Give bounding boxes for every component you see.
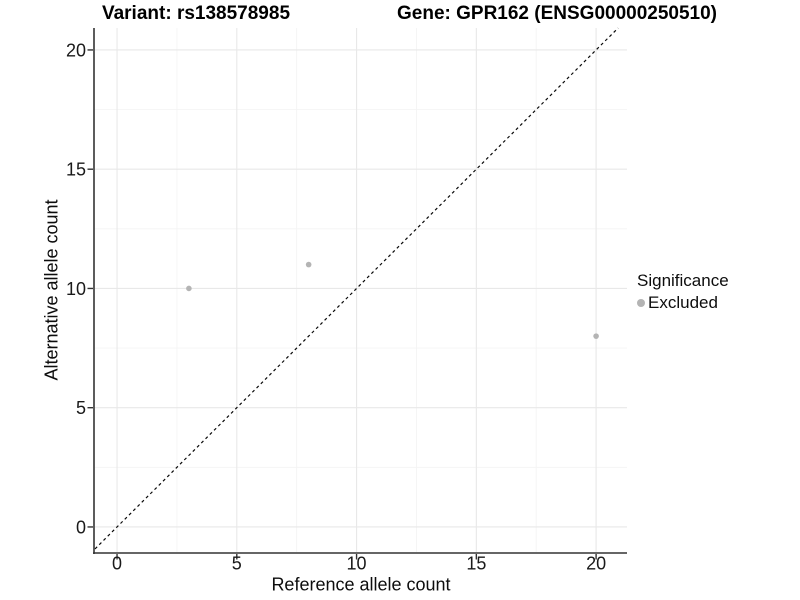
x-tick-label: 15	[466, 554, 486, 574]
plot-title-gene: Gene: GPR162 (ENSG00000250510)	[396, 3, 718, 24]
plot-title-variant: Variant: rs138578985	[101, 3, 291, 24]
data-point	[305, 261, 312, 268]
x-tick-label: 20	[586, 554, 606, 574]
legend: Significance Excluded	[637, 271, 729, 312]
y-tick-label: 0	[76, 517, 86, 537]
x-tick-label: 0	[112, 554, 122, 574]
y-tick-label: 10	[66, 279, 86, 299]
y-tick-label: 5	[76, 398, 86, 418]
y-tick-label: 20	[66, 40, 86, 60]
legend-point-icon	[637, 299, 645, 307]
y-axis-title: Alternative allele count	[41, 199, 62, 381]
legend-item-label: Excluded	[648, 293, 718, 312]
x-tick-label: 5	[232, 554, 242, 574]
x-axis-title: Reference allele count	[271, 574, 451, 595]
legend-item-excluded: Excluded	[637, 293, 729, 312]
data-point	[186, 285, 192, 292]
data-point	[593, 333, 599, 339]
legend-title: Significance	[637, 271, 729, 290]
y-tick-label: 15	[66, 160, 86, 180]
x-tick-label: 10	[347, 554, 367, 574]
